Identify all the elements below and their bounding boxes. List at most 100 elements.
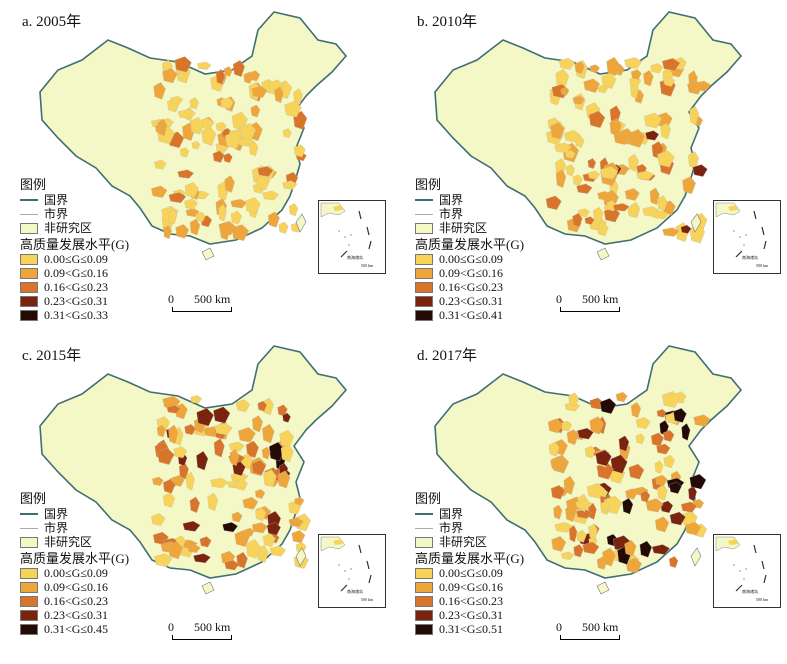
city-region [223, 66, 233, 77]
class-swatch-5 [20, 309, 38, 321]
legend-class-4: 0.23<G≤0.31 [44, 294, 109, 308]
city-region [587, 170, 600, 180]
legend-class-3: 0.16<G≤0.23 [44, 594, 109, 608]
city-region [624, 57, 643, 69]
non-study-swatch [20, 222, 38, 234]
panel-title: b. 2010年 [417, 14, 478, 30]
city-region [589, 64, 600, 73]
city-region [196, 451, 209, 471]
city-region [550, 485, 565, 500]
city-region [269, 545, 287, 557]
city-region [612, 203, 630, 212]
city-region [280, 443, 294, 463]
legend-class-3: 0.16<G≤0.23 [439, 280, 504, 294]
city-region [555, 169, 567, 189]
city-region [685, 521, 702, 536]
inset-scale: 500 km [361, 597, 374, 602]
legend-national-border: 国界 [439, 507, 464, 521]
city-region [655, 474, 668, 486]
city-region [257, 400, 268, 412]
city-region [174, 56, 192, 73]
legend-non-study: 非研究区 [44, 221, 93, 235]
city-region [239, 123, 257, 141]
scale-line [172, 635, 232, 640]
city-border-symbol [20, 527, 38, 529]
city-region [162, 395, 181, 410]
scale-line [560, 635, 620, 640]
city-region [550, 457, 567, 471]
city-regions [545, 56, 712, 244]
city-region [244, 527, 255, 537]
hainan-island [201, 247, 215, 261]
class-swatch-2 [20, 581, 38, 593]
city-region [193, 553, 211, 564]
city-region [564, 130, 581, 143]
city-region [663, 454, 675, 469]
city-region [199, 536, 212, 548]
city-region [151, 513, 166, 526]
legend-level-title: 高质量发展水平(G) [20, 551, 130, 566]
city-region [262, 423, 275, 444]
city-region [252, 415, 263, 433]
class-swatch-2 [20, 267, 38, 279]
city-region [182, 520, 201, 532]
taiwan-island [690, 213, 702, 233]
city-region [175, 224, 190, 239]
city-region [235, 478, 248, 491]
city-region [669, 511, 686, 526]
city-region [155, 123, 166, 134]
city-region [167, 209, 178, 225]
legend-heading: 图例 [415, 177, 442, 192]
national-border-symbol [20, 513, 38, 515]
city-region [624, 540, 637, 557]
city-region [635, 417, 651, 429]
city-region [251, 85, 268, 98]
inset-map [320, 202, 372, 258]
city-region [243, 71, 254, 84]
scale-zero: 0 [168, 292, 174, 306]
legend-class-4: 0.23<G≤0.31 [439, 608, 504, 622]
city-region [282, 128, 292, 138]
city-region [582, 541, 600, 555]
city-region [163, 492, 176, 508]
city-region [277, 404, 288, 417]
class-swatch-4 [415, 609, 433, 621]
south-china-sea-inset: 南海诸岛 500 km [713, 534, 781, 608]
city-regions [150, 56, 308, 241]
city-region [618, 435, 630, 452]
city-region [163, 479, 176, 494]
city-region [251, 460, 267, 476]
city-region [589, 416, 604, 435]
scale-label: 500 km [582, 620, 619, 634]
city-border-symbol [415, 527, 433, 529]
south-china-sea-inset: 南海诸岛 500 km [318, 200, 386, 274]
city-region [622, 497, 634, 515]
city-region [548, 441, 560, 457]
city-region [197, 61, 212, 70]
inset-scale: 500 km [756, 597, 769, 602]
class-swatch-1 [20, 253, 38, 265]
city-region [245, 440, 259, 459]
scale-zero: 0 [168, 620, 174, 634]
city-region [284, 101, 302, 118]
city-region [163, 225, 172, 240]
city-region [597, 191, 611, 201]
city-region [640, 490, 651, 503]
city-region [662, 227, 680, 237]
city-region [651, 544, 671, 555]
city-region [689, 105, 699, 126]
city-region [246, 539, 261, 559]
city-region [660, 122, 671, 140]
city-region [693, 80, 712, 92]
city-region [600, 501, 611, 511]
city-region [152, 476, 164, 486]
panel-title: d. 2017年 [417, 348, 478, 364]
city-region [561, 551, 574, 560]
legend-class-5: 0.31<G≤0.33 [44, 308, 109, 322]
city-region [624, 188, 640, 201]
inset-map [715, 202, 767, 258]
city-region [294, 496, 305, 506]
legend-non-study: 非研究区 [439, 535, 488, 549]
legend-heading: 图例 [20, 491, 47, 506]
legend-class-2: 0.09<G≤0.16 [439, 266, 504, 280]
